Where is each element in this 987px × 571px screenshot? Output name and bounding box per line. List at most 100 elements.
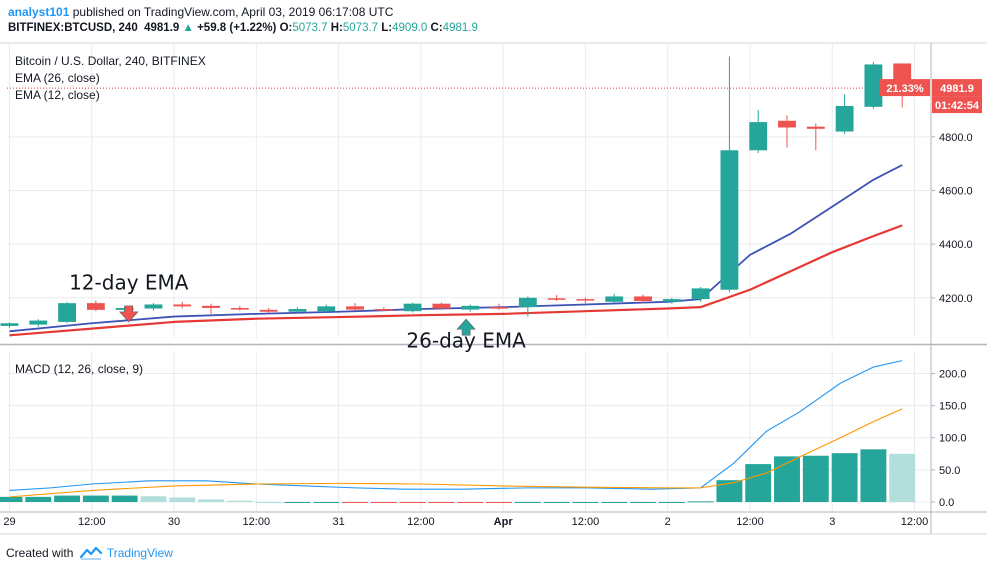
candle-body — [144, 304, 163, 309]
change-value: +59.8 (+1.22%) — [197, 22, 277, 34]
macd-histogram-bar — [428, 502, 455, 504]
countdown-label: 01:42:54 — [935, 100, 980, 112]
macd-histogram-bar — [111, 495, 138, 503]
author-link[interactable]: analyst101 — [8, 5, 70, 19]
price-pane-title: Bitcoin / U.S. Dollar, 240, BITFINEX — [15, 54, 206, 68]
symbol-label: BITFINEX:BTCUSD, 240 — [8, 22, 138, 34]
publish-info: analyst101 published on TradingView.com,… — [8, 5, 393, 19]
macd-histogram-bar — [169, 497, 196, 503]
macd-histogram-bar — [831, 453, 858, 503]
up-triangle-icon: ▲ — [182, 22, 194, 34]
time-tick-label: 12:00 — [572, 516, 600, 528]
candle-body — [490, 307, 508, 309]
macd-histogram-bar — [198, 499, 225, 503]
candle-body — [547, 298, 566, 300]
high-value: 5073.7 — [342, 22, 379, 34]
candle-body — [374, 309, 393, 311]
candle-body — [202, 305, 220, 308]
candle-body — [634, 296, 652, 301]
created-with-text: Created with — [6, 546, 74, 560]
last-price-label: 4981.9 — [940, 83, 974, 95]
time-tick-label: 31 — [332, 516, 344, 528]
tradingview-logo-icon — [79, 546, 102, 560]
ema12-legend: EMA (12, close) — [15, 88, 100, 102]
macd-histogram-bar — [25, 496, 52, 503]
open-label: O: — [279, 22, 293, 34]
symbol-info: BITFINEX:BTCUSD, 240 4981.9 ▲ +59.8 (+1.… — [8, 22, 478, 34]
macd-histogram-bar — [370, 502, 397, 504]
candle-body — [691, 288, 710, 300]
macd-tick-label: 50.0 — [939, 465, 960, 477]
candle-body — [605, 296, 624, 302]
close-value: 4981.9 — [442, 22, 478, 34]
candle-body — [346, 306, 364, 310]
annotation-label: 26-day EMA — [406, 328, 526, 352]
tradingview-link[interactable]: TradingView — [106, 546, 173, 560]
macd-tick-label: 150.0 — [939, 401, 967, 413]
high-label: H: — [330, 22, 343, 34]
candle-body — [432, 303, 451, 309]
macd-histogram-bar — [140, 496, 167, 503]
candle-body — [403, 303, 422, 312]
macd-histogram-bar — [889, 453, 916, 503]
macd-histogram-bar — [313, 502, 340, 504]
macd-pane-title: MACD (12, 26, close, 9) — [15, 362, 143, 376]
percent-label: 21.33% — [886, 83, 924, 95]
macd-tick-label: 100.0 — [939, 433, 967, 445]
macd-histogram-bar — [54, 495, 81, 503]
macd-histogram-bar — [860, 449, 887, 503]
macd-line-signal — [9, 408, 903, 498]
price-tick-label: 4400.0 — [939, 239, 973, 251]
macd-histogram-bar — [543, 502, 570, 504]
macd-histogram-bar — [486, 502, 512, 504]
macd-histogram-bar — [687, 501, 714, 503]
footer: Created with TradingView — [6, 546, 173, 560]
macd-histogram-bar — [342, 502, 369, 504]
countdown-box — [932, 96, 982, 114]
time-tick-label: 2 — [665, 516, 671, 528]
time-tick-label: 30 — [168, 516, 180, 528]
published-text: published on TradingView.com, April 03, … — [72, 5, 394, 19]
time-tick-label: 12:00 — [736, 516, 764, 528]
ema-line-26 — [9, 164, 903, 333]
price-tick-label: 4200.0 — [939, 293, 973, 305]
candle-body — [288, 309, 307, 312]
time-tick-label: 12:00 — [243, 516, 271, 528]
last-price: 4981.9 — [144, 22, 180, 34]
macd-histogram-bar — [82, 495, 109, 503]
candle-body — [259, 309, 278, 312]
macd-histogram-bar — [716, 480, 743, 503]
macd-histogram-bar — [255, 502, 282, 504]
time-tick-label: Apr — [494, 516, 514, 528]
candle-body — [461, 305, 480, 310]
price-tick-label: 4800.0 — [939, 132, 973, 144]
macd-histogram-bar — [630, 502, 656, 504]
macd-histogram-bar — [572, 502, 599, 504]
candle-body — [86, 303, 105, 310]
candle-body — [317, 306, 336, 312]
macd-histogram-bar — [774, 456, 800, 503]
candle-body — [806, 126, 825, 129]
close-label: C: — [430, 22, 443, 34]
macd-histogram-bar — [601, 502, 628, 504]
macd-histogram-bar — [226, 500, 253, 503]
candle-body — [835, 106, 854, 132]
macd-histogram-bar — [284, 502, 311, 504]
candle-body — [749, 122, 768, 151]
macd-histogram-bar — [399, 502, 426, 504]
candle-body — [230, 307, 249, 310]
price-tick-label: 4600.0 — [939, 186, 973, 198]
candle-body — [864, 64, 883, 107]
macd-tick-label: 200.0 — [939, 368, 967, 380]
macd-histogram-bar — [658, 502, 685, 504]
time-tick-label: 3 — [829, 516, 835, 528]
macd-histogram-bar — [745, 464, 772, 503]
macd-histogram-bar — [802, 455, 829, 503]
low-value: 4909.0 — [392, 22, 428, 34]
low-label: L: — [381, 22, 393, 34]
macd-line-macd — [9, 360, 903, 491]
macd-histogram-bar — [514, 502, 541, 504]
candle-body — [58, 303, 76, 322]
time-tick-label: 29 — [3, 516, 15, 528]
